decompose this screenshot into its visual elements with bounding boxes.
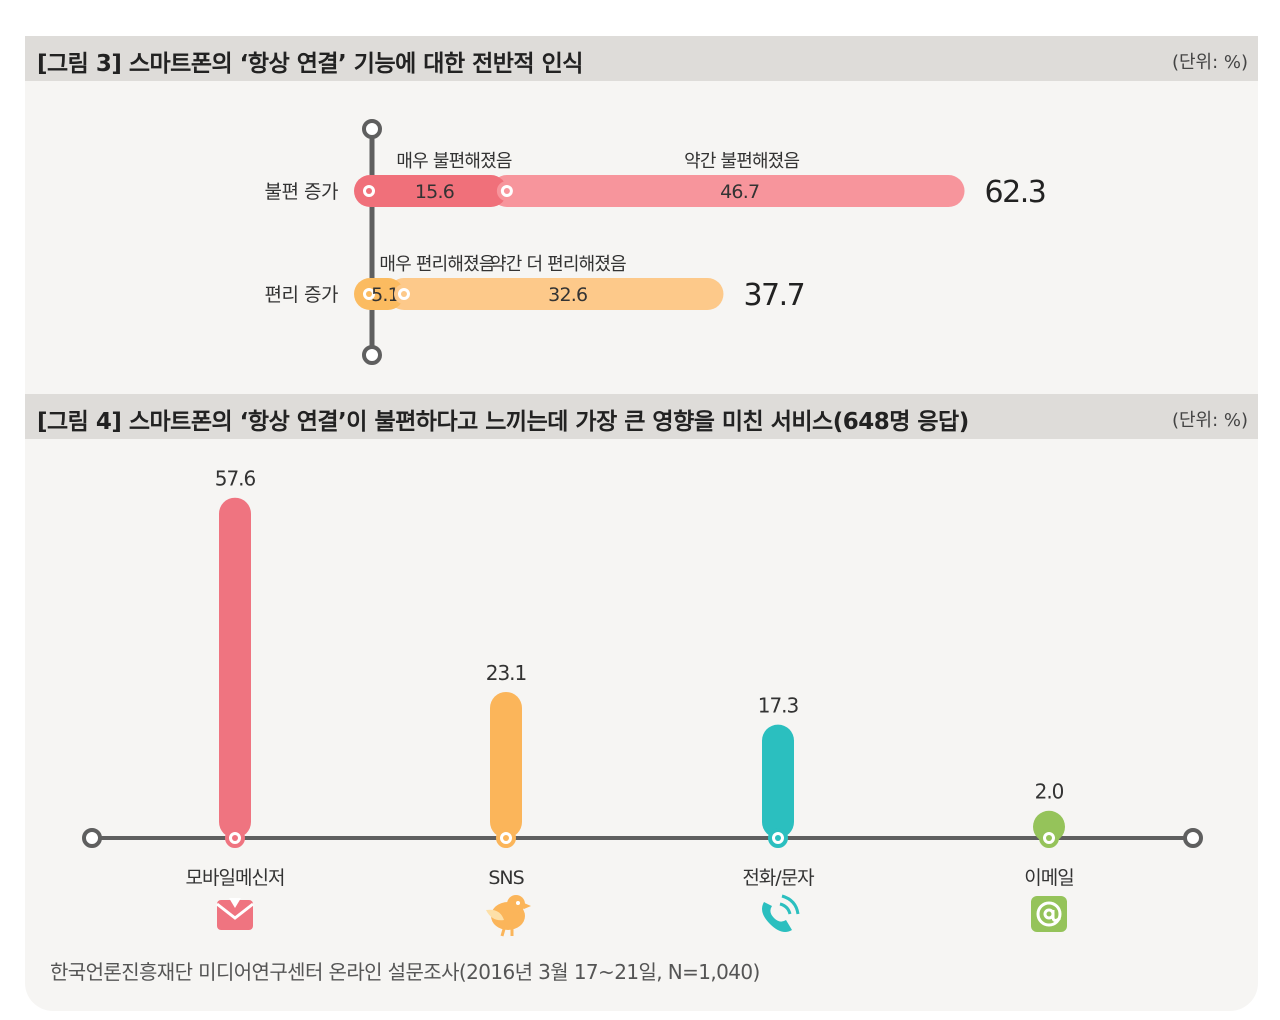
fig3-bar-segment bbox=[354, 175, 507, 207]
fig4-bar bbox=[490, 691, 522, 838]
fig4-bar-node-dot bbox=[1046, 835, 1052, 841]
fig3-segment-node-dot bbox=[366, 188, 372, 194]
fig3-category-label: 불편 증가 bbox=[265, 181, 338, 203]
fig4-value-label: 2.0 bbox=[1035, 780, 1064, 804]
fig3-segment-value: 5.1 bbox=[371, 284, 399, 306]
fig4-value-label: 57.6 bbox=[215, 467, 256, 491]
fig4-bar bbox=[762, 724, 794, 838]
figure4-title: [그림 4] 스마트폰의 ‘항상 연결’이 불편하다고 느끼는데 가장 큰 영향… bbox=[37, 409, 969, 435]
fig3-row-total: 37.7 bbox=[743, 278, 804, 313]
fig3-segment-node-dot bbox=[366, 291, 372, 297]
fig3-segment-name: 매우 편리해졌음 bbox=[379, 254, 494, 275]
fig3-segment-value: 15.6 bbox=[415, 181, 454, 203]
fig3-axis-top-node bbox=[362, 119, 382, 139]
fig3-axis-bottom-node bbox=[362, 345, 382, 365]
fig3-bar-segment bbox=[387, 278, 724, 310]
fig3-segment-node-dot bbox=[503, 188, 510, 194]
fig4-bar bbox=[219, 497, 251, 838]
envelope-icon bbox=[216, 898, 254, 930]
fig4-category-label: SNS bbox=[488, 867, 523, 889]
fig3-segment-name: 매우 불편해졌음 bbox=[396, 151, 511, 172]
fig3-row-total: 62.3 bbox=[985, 175, 1046, 210]
figure4-header: [그림 4] 스마트폰의 ‘항상 연결’이 불편하다고 느끼는데 가장 큰 영향… bbox=[25, 394, 1258, 439]
fig4-category-label: 이메일 bbox=[1024, 867, 1073, 889]
fig4-value-label: 17.3 bbox=[758, 694, 799, 718]
fig3-segment-name: 약간 불편해졌음 bbox=[684, 151, 799, 172]
source-note: 한국언론진흥재단 미디어연구센터 온라인 설문조사(2016년 3월 17~21… bbox=[50, 960, 760, 984]
fig3-segment-name: 약간 더 편리해졌음 bbox=[490, 254, 626, 275]
figure3-unit: (단위: %) bbox=[1171, 52, 1248, 73]
fig4-category-label: 모바일메신저 bbox=[186, 867, 285, 889]
figure4-unit: (단위: %) bbox=[1171, 410, 1248, 431]
fig3-bar-segment bbox=[490, 175, 965, 207]
fig4-bar-node-dot bbox=[775, 835, 781, 841]
fig3-segment-value: 32.6 bbox=[548, 284, 587, 306]
phone-icon bbox=[762, 894, 800, 932]
at-sign-icon bbox=[1031, 896, 1067, 932]
figure3-title: [그림 3] 스마트폰의 ‘항상 연결’ 기능에 대한 전반적 인식 bbox=[37, 51, 583, 77]
fig4-bar-node-dot bbox=[232, 835, 238, 841]
fig4-baseline-left-node bbox=[82, 828, 102, 848]
fig3-category-label: 편리 증가 bbox=[265, 284, 338, 306]
fig4-category-label: 전화/문자 bbox=[742, 867, 814, 889]
figure3-header: [그림 3] 스마트폰의 ‘항상 연결’ 기능에 대한 전반적 인식 (단위: … bbox=[25, 36, 1258, 81]
bird-icon bbox=[486, 895, 531, 937]
fig4-bar-node-dot bbox=[503, 835, 509, 841]
fig4-value-label: 23.1 bbox=[486, 661, 527, 685]
fig4-baseline-right-node bbox=[1183, 828, 1203, 848]
fig3-segment-value: 46.7 bbox=[720, 181, 759, 203]
fig3-segment-node-dot bbox=[400, 291, 407, 297]
